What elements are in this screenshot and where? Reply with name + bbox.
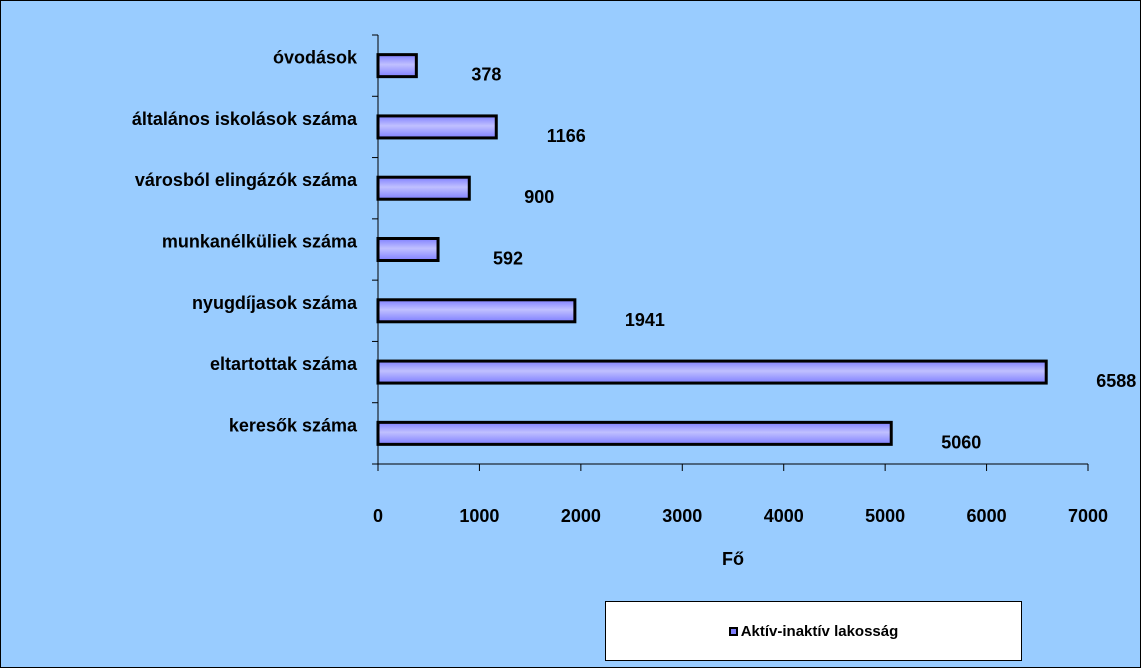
x-axis: 0 1000 2000 3000 4000 5000 6000 7000 — [372, 34, 1108, 526]
bar-6 — [376, 420, 893, 446]
legend: Aktív-inaktív lakosság — [605, 601, 1022, 661]
category-label-4: nyugdíjasok száma — [192, 293, 358, 313]
x-tick-label-3: 3000 — [662, 506, 702, 526]
category-label-2: városból elingázók száma — [135, 170, 358, 190]
data-labels: 378 1166 900 592 1941 6588 5060 — [471, 65, 1136, 453]
data-label-5: 6588 — [1096, 371, 1136, 391]
category-label-5: eltartottak száma — [210, 354, 358, 374]
x-tick-label-7: 7000 — [1068, 506, 1108, 526]
bar-3 — [376, 237, 440, 262]
x-tick-label-2: 2000 — [561, 506, 601, 526]
category-label-0: óvodások — [273, 48, 358, 68]
data-label-2: 900 — [524, 187, 554, 207]
bar-1 — [376, 114, 498, 140]
x-tick-label-1: 1000 — [459, 506, 499, 526]
category-label-6: keresők száma — [229, 415, 358, 435]
x-tick-label-6: 6000 — [967, 506, 1007, 526]
bar-2 — [376, 175, 471, 201]
legend-swatch — [728, 626, 738, 636]
bar-0 — [376, 53, 418, 79]
x-tick-label-0: 0 — [373, 506, 383, 526]
data-label-0: 378 — [471, 65, 501, 85]
data-label-4: 1941 — [625, 310, 665, 330]
x-tick-label-4: 4000 — [764, 506, 804, 526]
legend-label: Aktív-inaktív lakosság — [740, 622, 899, 640]
x-axis-title: Fő — [722, 549, 744, 569]
data-label-1: 1166 — [547, 126, 586, 146]
category-labels: óvodások általános iskolások száma városbó… — [132, 48, 358, 436]
bar-5 — [376, 359, 1048, 385]
category-label-1: általános iskolások száma — [132, 109, 358, 129]
x-tick-label-5: 5000 — [865, 506, 905, 526]
data-label-3: 592 — [493, 249, 523, 269]
category-label-3: munkanélküliek száma — [162, 232, 358, 252]
bars-layer — [376, 53, 1048, 446]
bar-4 — [376, 298, 577, 324]
data-label-6: 5060 — [941, 432, 981, 452]
